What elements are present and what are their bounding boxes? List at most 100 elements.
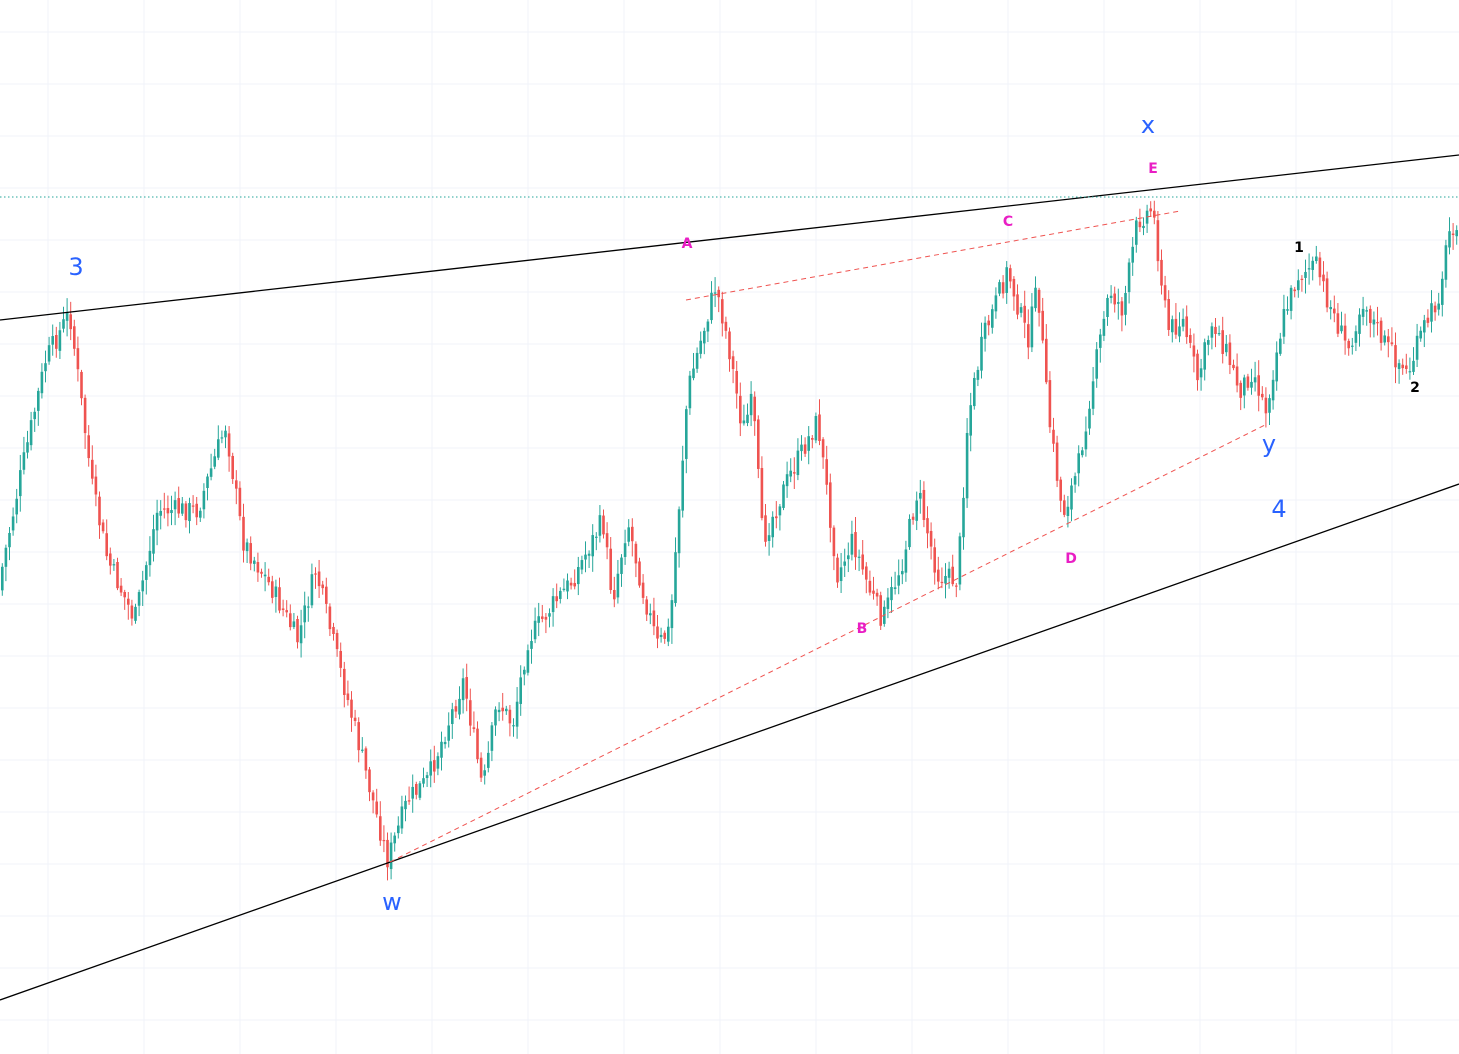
candle-down <box>94 464 98 507</box>
candle-down <box>1257 360 1260 412</box>
candle-down <box>325 577 328 614</box>
upper-trendline[interactable] <box>0 154 1459 321</box>
candle-up <box>1066 495 1070 528</box>
candle-up <box>134 603 137 624</box>
candle-up <box>515 687 519 739</box>
candle-up <box>994 287 998 319</box>
candle-up <box>577 556 580 596</box>
dashed-upper-line[interactable] <box>685 210 1181 301</box>
candle-down <box>332 622 335 641</box>
candle-up <box>443 736 447 749</box>
candle-down <box>879 591 882 630</box>
candle-down <box>98 491 101 539</box>
candle-down <box>105 519 108 561</box>
candle-down <box>1433 301 1437 321</box>
candle-up <box>1124 285 1127 326</box>
candle-up <box>1282 294 1286 344</box>
candle-up <box>796 438 800 481</box>
candle-down <box>555 583 558 609</box>
candle-down <box>1055 435 1059 488</box>
candle-down <box>1322 261 1325 292</box>
candle-up <box>1145 204 1149 233</box>
candle-up <box>620 554 623 587</box>
candle-up <box>526 644 530 676</box>
candle-down <box>101 519 105 534</box>
candle-down <box>195 496 198 526</box>
candle-up <box>1178 312 1181 343</box>
candle-up <box>713 277 717 308</box>
candle-up <box>1073 472 1077 493</box>
candle-up <box>40 363 44 399</box>
candle-down <box>271 575 274 604</box>
candle-down <box>177 486 180 518</box>
candle-up <box>188 497 191 534</box>
wave-label-3: 3 <box>68 253 83 281</box>
candle-up <box>303 591 306 639</box>
candle-up <box>778 503 782 531</box>
candle-up <box>1268 394 1271 425</box>
candle-up <box>206 473 209 501</box>
candle-up <box>1275 341 1278 391</box>
candle-up <box>1361 296 1365 326</box>
candle-up <box>202 483 206 519</box>
candle-up <box>998 279 1001 297</box>
candle-up <box>695 347 699 373</box>
candle-up <box>969 392 972 452</box>
candle-up <box>559 587 562 604</box>
candle-down <box>184 500 188 528</box>
candle-up <box>1019 303 1023 318</box>
candle-down <box>865 562 868 594</box>
candle-down <box>281 599 285 617</box>
candle-down <box>256 552 260 582</box>
candle-down <box>1153 200 1156 225</box>
candle-down <box>1163 275 1167 308</box>
candle-up <box>1181 308 1185 332</box>
candle-down <box>386 832 389 881</box>
candle-up <box>1315 245 1318 264</box>
candle-down <box>289 604 292 631</box>
candle-down <box>382 825 386 853</box>
candle-down <box>479 752 483 782</box>
candle-up <box>1099 328 1102 363</box>
candle-down <box>130 599 134 626</box>
candle-down <box>69 301 72 341</box>
candle-down <box>1300 275 1304 292</box>
candle-up <box>847 542 850 573</box>
candle-down <box>933 538 936 585</box>
candle-down <box>1059 476 1062 513</box>
candle-up <box>843 548 846 578</box>
candle-up <box>904 540 908 582</box>
candle-up <box>551 588 555 627</box>
candle-up <box>505 705 508 715</box>
candle-down <box>83 394 87 449</box>
candle-up <box>26 430 29 459</box>
candle-down <box>191 495 195 514</box>
candle-up <box>1171 315 1174 343</box>
candle-down <box>109 547 112 575</box>
candle-down <box>1261 386 1264 401</box>
candle-up <box>983 316 987 352</box>
candle-down <box>1160 249 1163 295</box>
candle-down <box>1235 353 1239 393</box>
candle-down <box>346 680 350 706</box>
candle-down <box>1048 371 1052 433</box>
candle-down <box>123 589 126 610</box>
candle-down <box>379 801 382 846</box>
candle-up <box>1070 478 1073 522</box>
lower-trendline[interactable] <box>0 483 1459 1001</box>
candle-down <box>645 596 648 622</box>
candle-up <box>703 327 706 355</box>
wave-label-w: w <box>382 888 402 916</box>
candle-down <box>321 580 324 595</box>
candle-up <box>1250 368 1253 395</box>
candle-up <box>782 481 785 511</box>
candle-up <box>674 537 677 607</box>
candle-up <box>901 559 904 585</box>
candle-up <box>512 718 515 737</box>
candle-up <box>497 702 501 722</box>
candle-down <box>937 556 940 590</box>
candle-up <box>62 306 65 333</box>
candle-up <box>1135 216 1138 253</box>
dashed-lower-line[interactable] <box>389 424 1266 863</box>
